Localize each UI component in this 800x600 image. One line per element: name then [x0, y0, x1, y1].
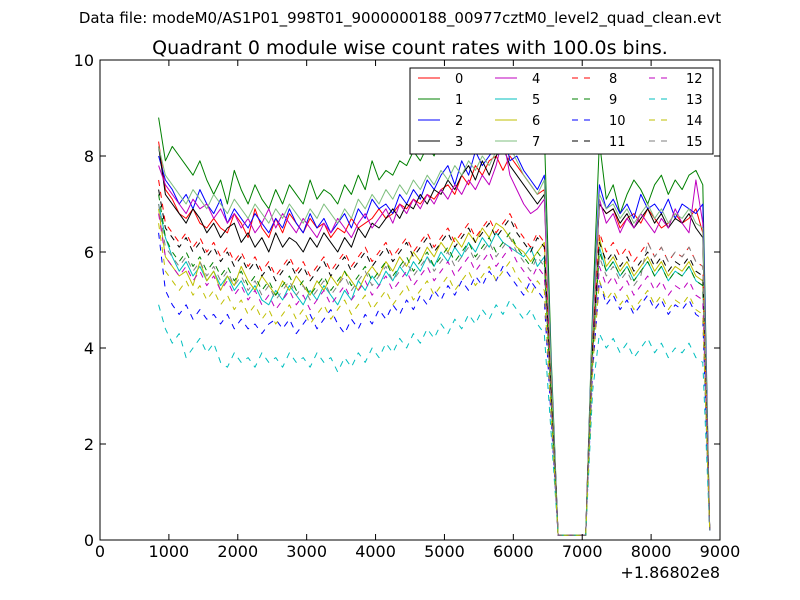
legend-label-7: 7	[532, 135, 540, 150]
ticks-group: 0 1000 2000 3000 4000 5000 6000 7000 8000 9000 0 2 4…	[74, 51, 741, 561]
x-tick-label: 9000	[700, 542, 741, 561]
legend-label-8: 8	[609, 72, 617, 87]
series-line-15	[158, 203, 711, 536]
series-line-6	[158, 208, 711, 536]
y-tick-label: 4	[84, 339, 94, 358]
legend-label-14: 14	[686, 114, 703, 129]
x-offset-label: +1.86802e8	[620, 563, 720, 582]
legend-label-4: 4	[532, 72, 540, 87]
series-line-12	[158, 213, 711, 536]
series-line-0	[158, 141, 711, 536]
legend-box	[409, 67, 714, 155]
chart-title: Quadrant 0 module wise count rates with …	[152, 37, 668, 59]
legend-label-10: 10	[609, 114, 626, 129]
plot-area: 0 1000 2000 3000 4000 5000 6000 7000 8000 9000 0 2 4…	[74, 51, 741, 561]
x-tick-label: 7000	[562, 542, 603, 561]
legend-label-2: 2	[455, 114, 463, 129]
x-tick-label: 8000	[631, 542, 672, 561]
y-tick-label: 2	[84, 435, 94, 454]
series-group	[158, 88, 711, 536]
y-tick-label: 8	[84, 147, 94, 166]
x-tick-label: 0	[95, 542, 105, 561]
x-tick-label: 4000	[355, 542, 396, 561]
axes-frame	[99, 59, 721, 541]
series-line-11	[158, 189, 711, 536]
suptitle: Data file: modeM0/AS1P01_998T01_90000001…	[79, 9, 721, 28]
x-tick-label: 1000	[149, 542, 190, 561]
legend-label-1: 1	[455, 93, 463, 108]
legend-label-13: 13	[686, 93, 703, 108]
legend-label-12: 12	[686, 72, 703, 87]
series-line-8	[158, 179, 711, 536]
y-tick-label: 0	[84, 531, 94, 550]
series-line-7	[158, 131, 711, 536]
x-tick-label: 3000	[286, 542, 327, 561]
series-line-4	[158, 136, 711, 536]
x-tick-label: 5000	[424, 542, 465, 561]
x-tick-label: 2000	[217, 542, 258, 561]
legend-label-0: 0	[455, 72, 463, 87]
y-tick-label: 10	[74, 51, 94, 70]
legend-label-3: 3	[455, 135, 463, 150]
legend-label-11: 11	[609, 135, 626, 150]
y-tick-label: 6	[84, 243, 94, 262]
legend-label-15: 15	[686, 135, 703, 150]
series-line-3	[158, 145, 711, 536]
x-tick-label: 6000	[493, 542, 534, 561]
legend-label-5: 5	[532, 93, 540, 108]
legend-label-9: 9	[609, 93, 617, 108]
legend-label-6: 6	[532, 114, 540, 129]
series-line-9	[158, 194, 711, 536]
series-line-1	[158, 88, 711, 536]
series-line-13	[158, 299, 711, 536]
